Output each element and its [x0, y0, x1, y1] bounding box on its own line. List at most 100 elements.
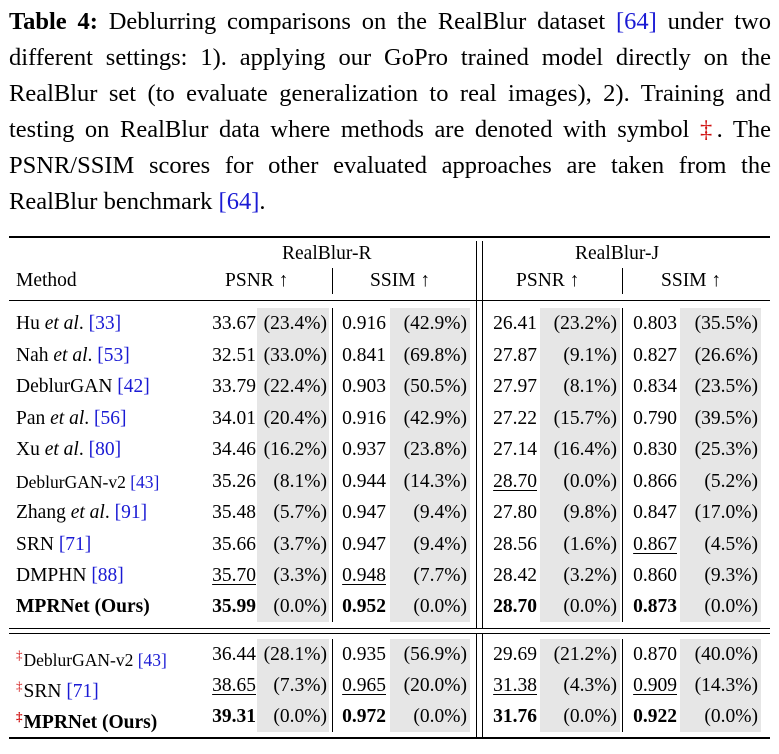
- caption-citation-1[interactable]: [64]: [615, 8, 657, 35]
- cell-r-ssim: 0.952: [342, 596, 386, 617]
- percentage-band-r_psnr_pct-section-1: [257, 308, 329, 622]
- method-et-al: et al: [44, 313, 79, 334]
- cell-j-ssim: 0.834: [633, 376, 677, 397]
- cell-j-psnr: 28.42: [493, 565, 537, 586]
- cell-j-ssim: 0.870: [633, 644, 677, 665]
- caption-text-3: . The PSNR/SSIM scores for other evaluat…: [9, 116, 772, 215]
- method-citation[interactable]: [43]: [137, 650, 167, 670]
- cell-r-psnr-pct: (8.1%): [273, 471, 327, 492]
- cell-r-psnr: 33.79: [212, 376, 256, 397]
- method-citation[interactable]: [33]: [88, 313, 122, 334]
- column-separator-1-section-2: [622, 639, 623, 732]
- column-separator-0-section-1: [332, 308, 333, 622]
- method-citation[interactable]: [71]: [66, 681, 99, 702]
- cell-r-psnr-pct: (3.7%): [273, 534, 327, 555]
- method-name: DMPHN [88]: [16, 563, 124, 589]
- method-et-al: et al: [50, 408, 85, 429]
- cell-j-ssim-pct: (9.3%): [704, 565, 758, 586]
- cell-j-ssim-pct: (35.5%): [694, 313, 758, 334]
- dagger-symbol: ‡: [16, 709, 23, 724]
- cell-r-ssim: 0.948: [342, 565, 386, 586]
- cell-r-psnr: 35.70: [212, 565, 256, 586]
- cell-r-psnr: 33.67: [212, 313, 256, 334]
- column-header-method: Method: [16, 270, 77, 291]
- table-caption: Table 4: Deblurring comparisons on the R…: [9, 4, 771, 220]
- method-citation[interactable]: [71]: [58, 534, 92, 555]
- cell-j-psnr-pct: (9.8%): [563, 502, 617, 523]
- cell-r-ssim-pct: (0.0%): [413, 596, 467, 617]
- cell-j-psnr-pct: (21.2%): [553, 644, 617, 665]
- cell-j-ssim: 0.860: [633, 565, 677, 586]
- cell-r-ssim: 0.841: [342, 345, 386, 366]
- group-separator-right: [482, 241, 483, 300]
- cell-j-ssim: 0.827: [633, 345, 677, 366]
- method-label: SRN: [16, 534, 59, 555]
- cell-r-ssim-pct: (14.3%): [403, 471, 467, 492]
- cell-r-ssim: 0.903: [342, 376, 386, 397]
- cell-r-ssim-pct: (20.0%): [403, 675, 467, 696]
- caption-label: Table 4:: [9, 8, 98, 35]
- cell-r-psnr: 35.66: [212, 534, 256, 555]
- cell-j-ssim: 0.867: [633, 534, 677, 555]
- header-separator-r: [332, 268, 333, 294]
- method-label-suffix: .: [104, 502, 115, 523]
- cell-j-ssim-pct: (4.5%): [704, 534, 758, 555]
- caption-text-4: .: [259, 188, 266, 215]
- cell-j-ssim-pct: (17.0%): [694, 502, 758, 523]
- cell-j-ssim: 0.909: [633, 675, 677, 696]
- cell-j-psnr: 27.80: [493, 502, 537, 523]
- cell-r-psnr-pct: (33.0%): [263, 345, 327, 366]
- method-label: SRN: [23, 681, 67, 702]
- column-separator-1-section-1: [622, 308, 623, 622]
- caption-text-2: under two different settings: 1). applyi…: [9, 8, 771, 143]
- cell-j-ssim-pct: (26.6%): [694, 345, 758, 366]
- cell-j-ssim-pct: (5.2%): [704, 471, 758, 492]
- section-double-rule-top: [9, 628, 770, 629]
- column-header-r-psnr: PSNR ↑: [225, 270, 289, 291]
- cell-r-psnr: 34.01: [212, 408, 256, 429]
- cell-j-ssim: 0.803: [633, 313, 677, 334]
- cell-j-ssim-pct: (25.3%): [694, 439, 758, 460]
- cell-r-ssim-pct: (42.9%): [403, 313, 467, 334]
- cell-j-psnr-pct: (8.1%): [563, 376, 617, 397]
- cell-r-ssim: 0.947: [342, 534, 386, 555]
- cell-r-psnr-pct: (3.3%): [273, 565, 327, 586]
- percentage-band-j_ssim_pct-section-2: [680, 639, 761, 732]
- method-citation[interactable]: [91]: [114, 502, 148, 523]
- cell-j-psnr-pct: (3.2%): [563, 565, 617, 586]
- cell-r-ssim-pct: (42.9%): [403, 408, 467, 429]
- group-separator-0-section-2: [476, 633, 477, 737]
- method-et-al: et al: [70, 502, 105, 523]
- method-citation[interactable]: [43]: [130, 472, 160, 492]
- method-et-al: et al: [44, 439, 79, 460]
- cell-r-psnr-pct: (20.4%): [263, 408, 327, 429]
- cell-r-psnr: 39.31: [212, 706, 256, 727]
- cell-j-psnr-pct: (1.6%): [563, 534, 617, 555]
- section-double-rule-bottom: [9, 633, 770, 634]
- group-header-realblur-j: RealBlur-J: [575, 243, 660, 264]
- method-name: DeblurGAN [42]: [16, 374, 150, 400]
- method-label: DeblurGAN-v2: [23, 650, 138, 670]
- method-label: DMPHN: [16, 565, 92, 586]
- cell-r-psnr: 36.44: [212, 644, 256, 665]
- cell-r-ssim-pct: (69.8%): [403, 345, 467, 366]
- method-citation[interactable]: [80]: [88, 439, 122, 460]
- column-separator-0-section-2: [332, 639, 333, 732]
- cell-r-psnr: 34.46: [212, 439, 256, 460]
- method-citation[interactable]: [88]: [91, 565, 124, 586]
- method-name: Zhang et al. [91]: [16, 500, 147, 526]
- cell-r-psnr-pct: (0.0%): [273, 706, 327, 727]
- method-label-suffix: .: [78, 439, 89, 460]
- method-et-al: et al: [53, 345, 88, 366]
- cell-r-ssim: 0.916: [342, 408, 386, 429]
- cell-r-ssim-pct: (0.0%): [413, 706, 467, 727]
- cell-r-ssim: 0.947: [342, 502, 386, 523]
- caption-text-1: Deblurring comparisons on the RealBlur d…: [97, 8, 616, 35]
- caption-citation-2[interactable]: [64]: [218, 188, 260, 215]
- cell-j-ssim: 0.830: [633, 439, 677, 460]
- method-citation[interactable]: [56]: [94, 408, 127, 429]
- method-label: Pan: [16, 408, 51, 429]
- method-citation[interactable]: [42]: [117, 376, 150, 397]
- method-citation[interactable]: [53]: [97, 345, 130, 366]
